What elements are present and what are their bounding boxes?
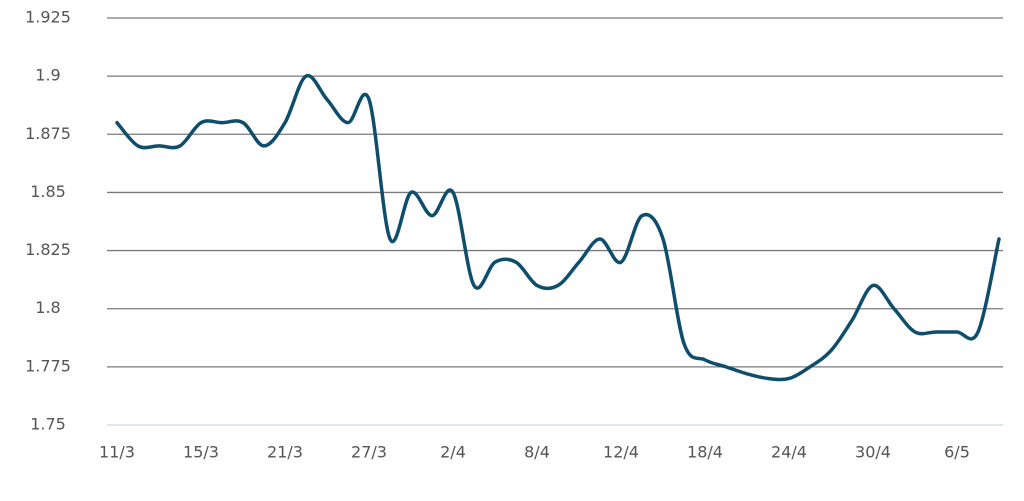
x-tick-label: 15/3: [183, 443, 219, 462]
x-tick-label: 30/4: [855, 443, 891, 462]
y-tick-label: 1.825: [25, 240, 71, 259]
line: [115, 73, 1001, 382]
x-tick-label: 11/3: [99, 443, 135, 462]
x-tick-label: 2/4: [440, 443, 466, 462]
y-tick-label: 1.85: [30, 182, 66, 201]
y-tick-label: 1.875: [25, 124, 71, 143]
y-tick-label: 1.9: [35, 66, 60, 85]
y-tick-label: 1.75: [30, 415, 66, 434]
x-tick-label: 21/3: [267, 443, 303, 462]
x-tick-label: 12/4: [603, 443, 639, 462]
x-tick-label: 27/3: [351, 443, 387, 462]
y-tick-label: 1.8: [35, 298, 60, 317]
y-tick-label: 1.925: [25, 8, 71, 27]
x-tick-label: 18/4: [687, 443, 723, 462]
x-tick-label: 24/4: [771, 443, 807, 462]
y-tick-label: 1.775: [25, 356, 71, 375]
x-tick-label: 8/4: [524, 443, 550, 462]
x-tick-label: 6/5: [944, 443, 970, 462]
